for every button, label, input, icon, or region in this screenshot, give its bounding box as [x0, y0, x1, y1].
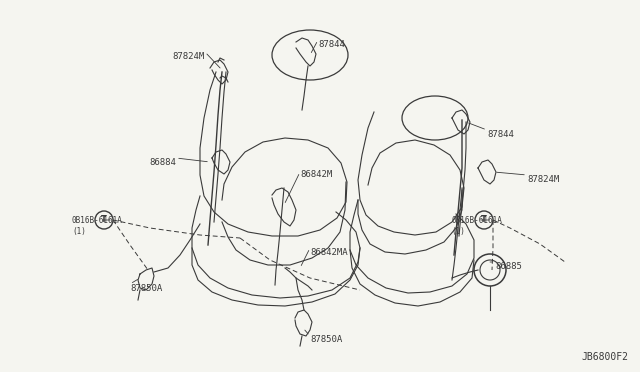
- Text: 87844: 87844: [487, 130, 514, 139]
- Text: 87844: 87844: [318, 40, 345, 49]
- Text: T: T: [481, 215, 487, 224]
- Text: JB6800F2: JB6800F2: [581, 352, 628, 362]
- Text: 87824M: 87824M: [527, 175, 559, 184]
- Text: (1): (1): [72, 227, 86, 236]
- Text: 87850A: 87850A: [130, 284, 163, 293]
- Text: 87850A: 87850A: [310, 335, 342, 344]
- Text: T: T: [101, 215, 107, 224]
- Text: 86885: 86885: [495, 262, 522, 271]
- Text: (1): (1): [451, 227, 465, 236]
- Text: 0B16B-6161A: 0B16B-6161A: [451, 216, 502, 225]
- Text: 86884: 86884: [149, 158, 176, 167]
- Text: 86842M: 86842M: [300, 170, 332, 179]
- Text: 87824M: 87824M: [173, 52, 205, 61]
- Text: 0B16B-6161A: 0B16B-6161A: [72, 216, 123, 225]
- Text: 86842MA: 86842MA: [310, 248, 348, 257]
